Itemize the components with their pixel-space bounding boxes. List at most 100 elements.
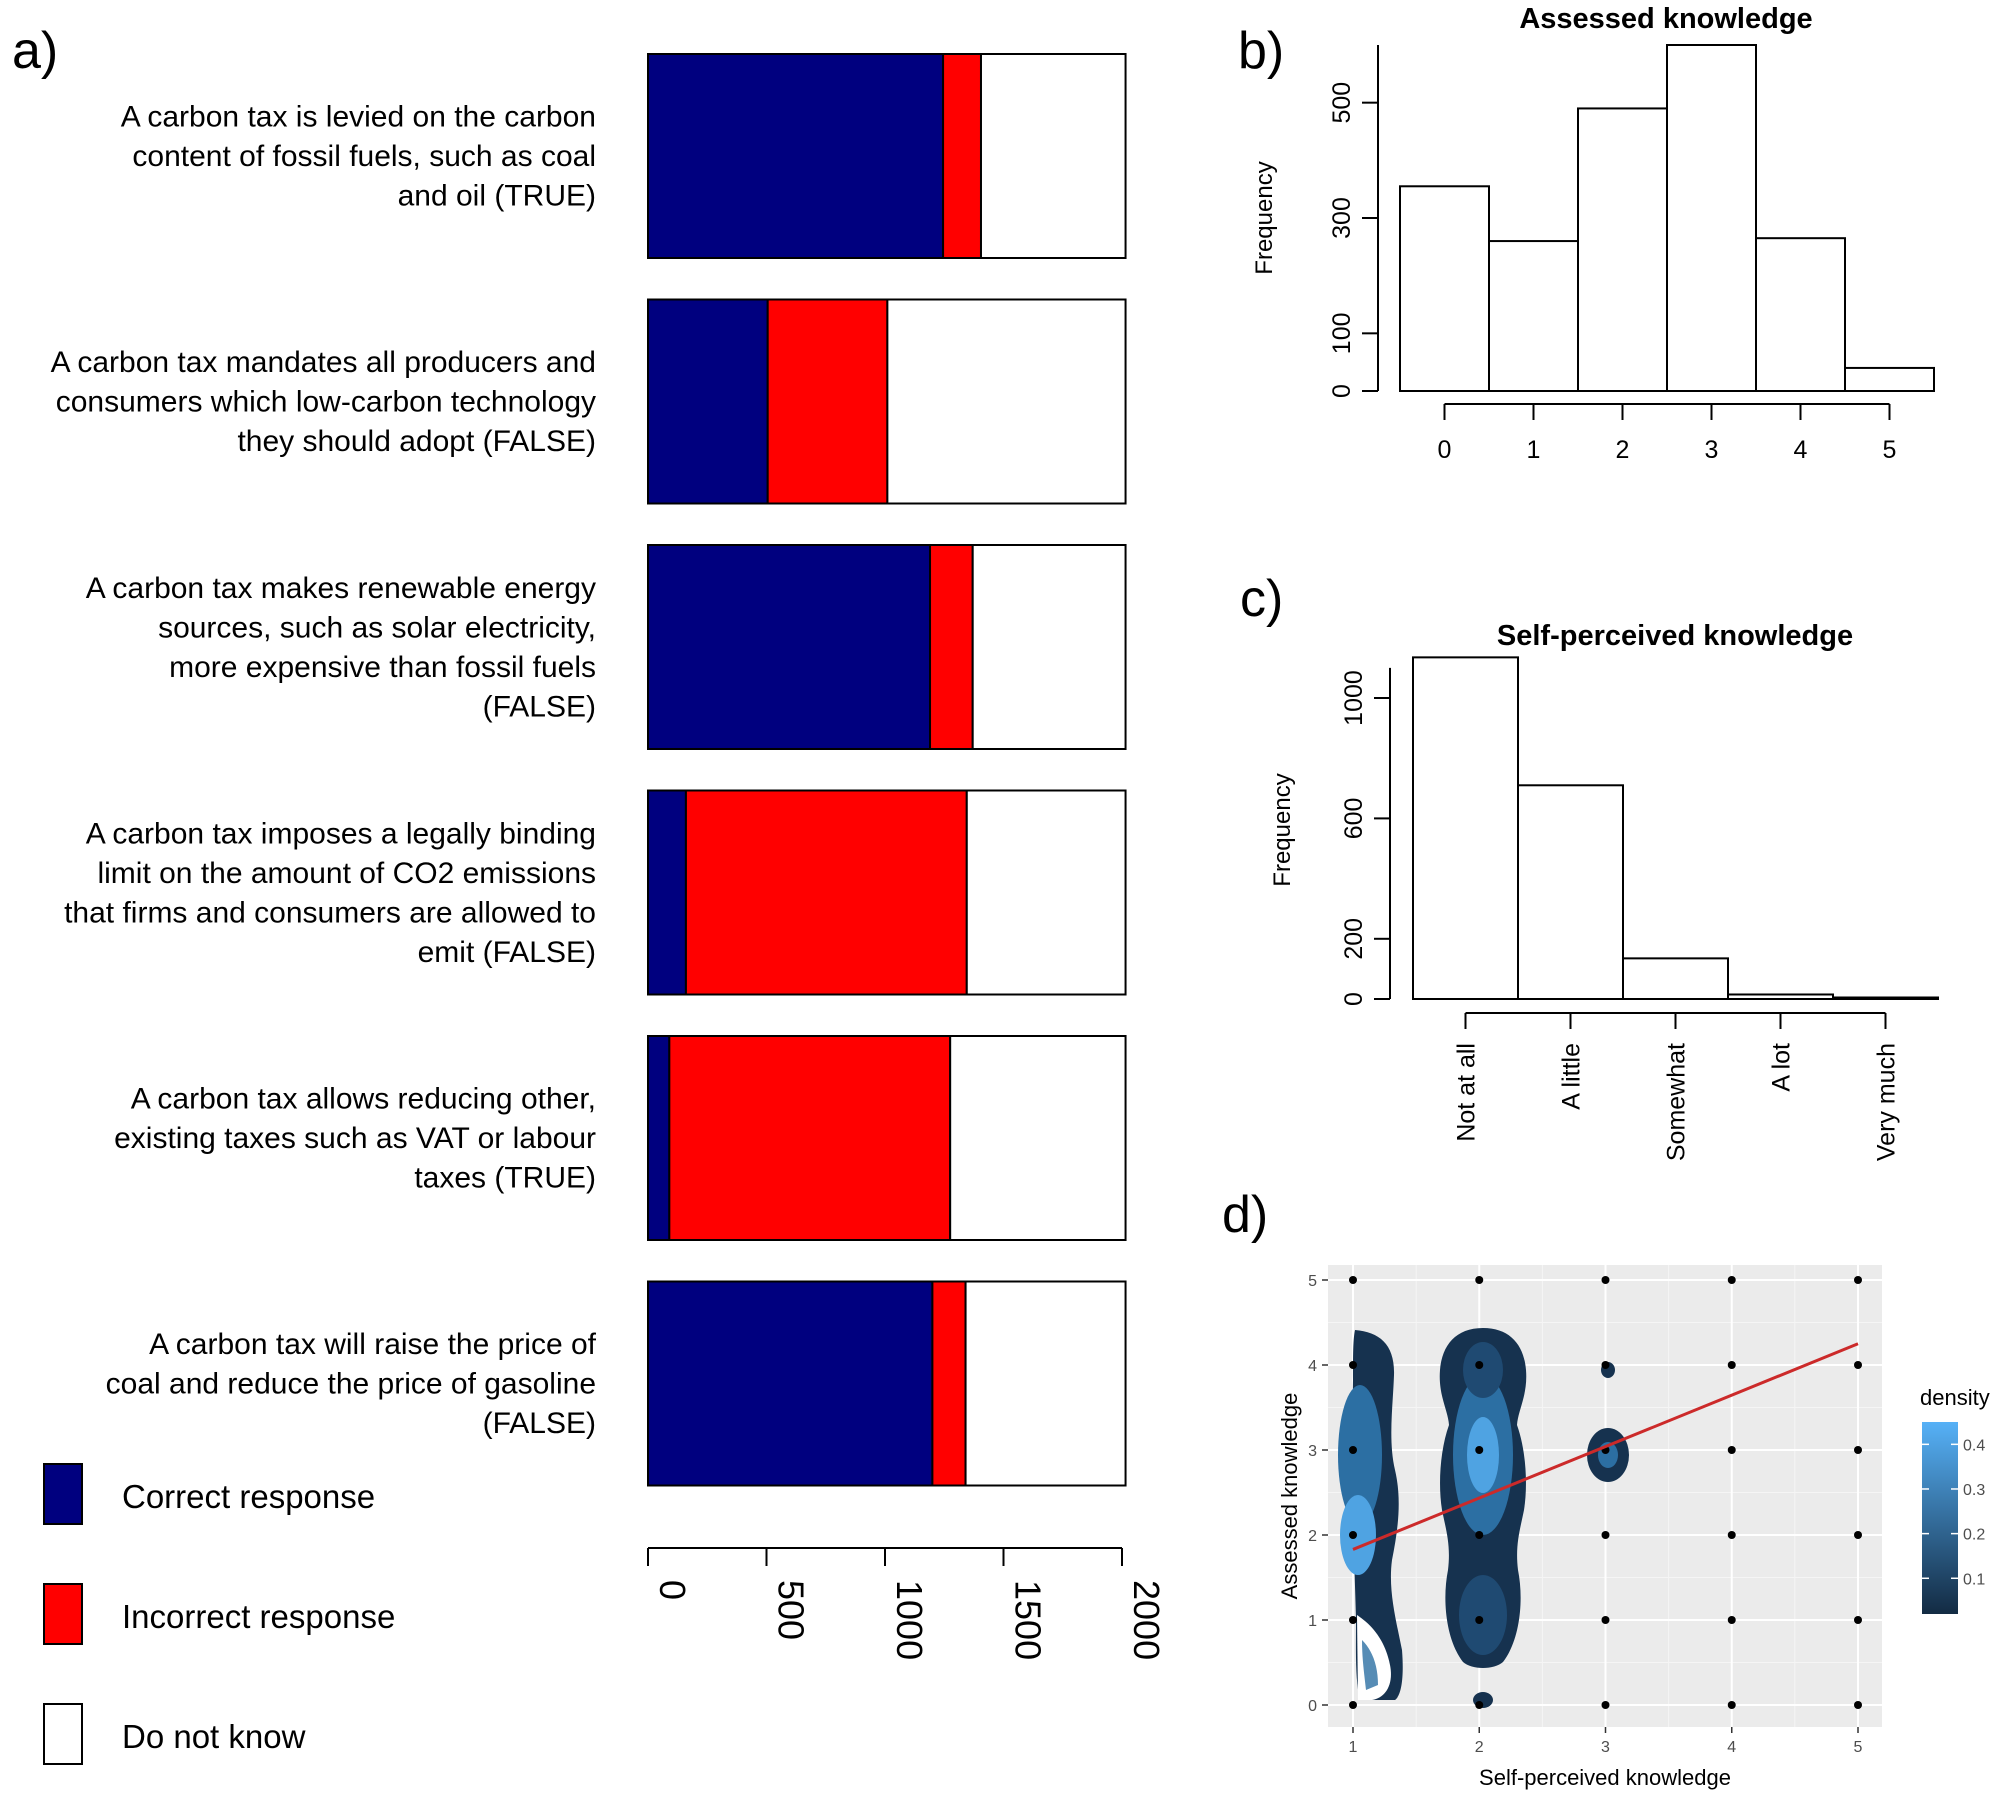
a-bar-segment-3-2 — [929, 544, 974, 750]
a-bar-segment-3-1 — [647, 544, 932, 750]
a-question-1-line-3: and oil (TRUE) — [398, 180, 596, 213]
d-point-27 — [1854, 1531, 1862, 1539]
d-point-2 — [1349, 1616, 1357, 1624]
b-x-tick-label-4: 3 — [1705, 436, 1719, 464]
a-bar-segment-3-3 — [971, 544, 1127, 750]
d-point-28 — [1854, 1446, 1862, 1454]
d-colorbar-tick-label-3: 0.3 — [1963, 1482, 1985, 1499]
c-x-tick-label-5: Very much — [1873, 1043, 1901, 1161]
a-x-tick-label-1500: 1500 — [1008, 1580, 1049, 1660]
b-x-tick-label-6: 5 — [1883, 436, 1897, 464]
d-x-tick-label-2: 2 — [1475, 1739, 1484, 1756]
d-point-14 — [1601, 1616, 1610, 1624]
a-bar-segment-1-2 — [942, 53, 982, 259]
d-regression-line — [1352, 1342, 1859, 1551]
d-point-24 — [1727, 1276, 1736, 1284]
d-x-tick-label-1: 1 — [1349, 1739, 1358, 1756]
d-colorbar-tick-label-4: 0.4 — [1963, 1437, 1985, 1454]
a-bars — [647, 53, 1127, 1487]
d-point-7 — [1475, 1701, 1484, 1709]
d-x-tick-label-5: 5 — [1854, 1739, 1863, 1756]
d-density-colorbar — [1922, 1422, 1958, 1614]
panel-b-histogram: Assessed knowledge Frequency 01003005000… — [1251, 3, 1935, 464]
b-bar-5 — [1755, 237, 1846, 392]
a-question-4-line-4: emit (FALSE) — [418, 936, 596, 969]
a-bar-segment-6-1 — [647, 1280, 934, 1487]
b-bar-6 — [1844, 366, 1935, 392]
d-point-17 — [1601, 1361, 1610, 1369]
a-bar-segment-1-1 — [647, 53, 945, 259]
d-y-tick-label-1: 1 — [1308, 1613, 1317, 1630]
c-y-tick-label-0: 0 — [1340, 992, 1368, 1006]
d-density-legend-title: density — [1920, 1385, 1990, 1410]
density-region-x1-mid — [1338, 1385, 1382, 1525]
c-y-tick-label-200: 200 — [1340, 918, 1368, 960]
d-point-29 — [1854, 1361, 1862, 1369]
d-point-20 — [1727, 1616, 1736, 1624]
b-x-tick-label-2: 1 — [1527, 436, 1541, 464]
a-question-6-line-2: coal and reduce the price of gasoline — [106, 1368, 596, 1401]
c-bar-4 — [1727, 993, 1834, 1000]
a-bar-segment-2-1 — [647, 298, 769, 505]
a-question-3-line-3: more expensive than fossil fuels — [169, 651, 596, 684]
b-title: Assessed knowledge — [1519, 3, 1812, 35]
c-bars — [1412, 656, 1939, 1000]
d-point-8 — [1475, 1616, 1484, 1624]
b-y-tick-label-100: 100 — [1328, 312, 1356, 354]
panel-d-density-scatter: 1 2 3 4 5 0 1 2 3 4 5 Self-perceived knowledge Ass… — [1277, 1265, 1990, 1790]
a-question-2-line-3: they should adopt (FALSE) — [237, 425, 596, 458]
d-point-21 — [1727, 1531, 1736, 1539]
b-bar-3 — [1577, 107, 1668, 393]
d-x-tick-label-4: 4 — [1727, 1739, 1736, 1756]
d-ylabel: Assessed knowledge — [1277, 1393, 1302, 1600]
c-x-tick-label-4: A lot — [1768, 1043, 1796, 1092]
b-y-tick-label-0: 0 — [1328, 384, 1356, 398]
a-question-4-line-2: limit on the amount of CO2 emissions — [97, 857, 596, 890]
a-bar-segment-5-1 — [647, 1035, 671, 1241]
c-title: Self-perceived knowledge — [1497, 620, 1853, 652]
d-y-tick-label-0: 0 — [1308, 1698, 1317, 1715]
a-x-tick-label-500: 500 — [771, 1580, 812, 1640]
a-bar-segment-4-3 — [965, 789, 1127, 996]
c-y-tick-label-600: 600 — [1340, 798, 1368, 840]
c-bar-1 — [1412, 656, 1519, 1000]
c-x-tick-label-1: Not at all — [1453, 1043, 1481, 1142]
a-bar-segment-5-3 — [949, 1035, 1127, 1241]
c-x-tick-label-2: A little — [1558, 1043, 1586, 1110]
d-point-25 — [1854, 1701, 1862, 1709]
c-y-tick-label-1000: 1000 — [1340, 670, 1368, 726]
panel-label-c: c) — [1240, 570, 1283, 628]
d-point-18 — [1601, 1276, 1610, 1284]
panel-label-a: a) — [12, 22, 58, 80]
a-bar-segment-6-2 — [931, 1280, 967, 1487]
d-point-9 — [1475, 1531, 1484, 1539]
a-question-2-line-1: A carbon tax mandates all producers and — [51, 346, 596, 379]
a-x-tick-label-1000: 1000 — [889, 1580, 930, 1660]
d-point-4 — [1349, 1446, 1357, 1454]
b-bar-2 — [1488, 240, 1579, 392]
d-point-6 — [1349, 1276, 1357, 1284]
a-x-tick-label-2000: 2000 — [1126, 1580, 1167, 1660]
a-question-6-line-1: A carbon tax will raise the price of — [149, 1328, 597, 1361]
legend-label-dont-know: Do not know — [122, 1718, 306, 1755]
b-x-tick-label-5: 4 — [1794, 436, 1808, 464]
density-blob-x1 — [1338, 1330, 1403, 1700]
a-question-3-line-4: (FALSE) — [483, 690, 596, 723]
d-point-5 — [1349, 1361, 1357, 1369]
d-y-tick-label-3: 3 — [1308, 1443, 1317, 1460]
a-bar-segment-1-3 — [979, 53, 1127, 259]
c-bar-3 — [1622, 957, 1729, 1000]
a-question-1-line-2: content of fossil fuels, such as coal — [132, 140, 596, 173]
density-region-x2-peak — [1467, 1417, 1499, 1493]
d-point-15 — [1601, 1531, 1610, 1539]
a-question-4-line-3: that firms and consumers are allowed to — [64, 896, 596, 929]
b-x-tick-label-1: 0 — [1438, 436, 1452, 464]
a-bar-segment-2-3 — [886, 298, 1127, 505]
d-point-13 — [1601, 1701, 1610, 1709]
panel-label-d: d) — [1222, 1186, 1268, 1244]
a-question-3-line-2: sources, such as solar electricity, — [158, 611, 596, 644]
d-colorbar-tick-label-1: 0.1 — [1963, 1571, 1985, 1588]
d-point-10 — [1475, 1446, 1484, 1454]
panel-c-histogram: Self-perceived knowledge Frequency 0 200 6… — [1269, 620, 1939, 1161]
